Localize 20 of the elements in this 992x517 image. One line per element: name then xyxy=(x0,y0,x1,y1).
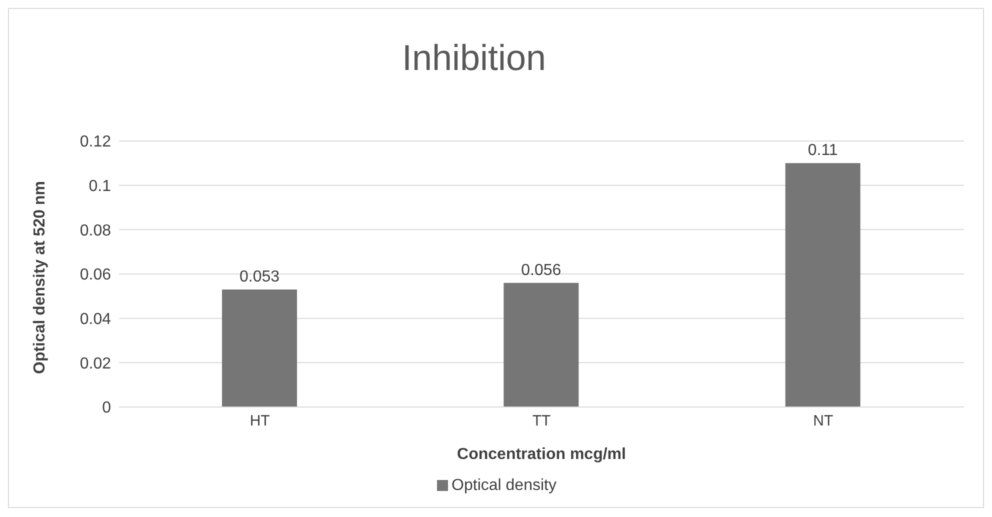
legend-label: Optical density xyxy=(452,477,556,494)
bar xyxy=(222,290,297,407)
x-axis-title: Concentration mcg/ml xyxy=(457,446,626,463)
bar xyxy=(504,282,579,407)
data-label: 0.11 xyxy=(808,142,838,160)
y-tick-label: 0.02 xyxy=(80,355,112,372)
y-tick-label: 0.1 xyxy=(88,178,112,196)
data-label: 0.056 xyxy=(521,262,562,279)
y-tick-label: 0.08 xyxy=(80,222,112,240)
data-label: 0.053 xyxy=(239,268,280,286)
y-tick-label: 0.04 xyxy=(80,311,112,328)
x-tick-label: NT xyxy=(813,412,834,430)
x-tick-label: HT xyxy=(250,412,270,430)
y-axis-title: Optical density at 520 nm xyxy=(32,181,49,374)
y-tick-label: 0 xyxy=(102,400,112,417)
y-tick-label: 0.12 xyxy=(80,134,112,151)
x-tick-label: TT xyxy=(532,412,551,430)
chart-title: Inhibition xyxy=(400,37,548,79)
bar xyxy=(785,163,860,407)
y-tick-label: 0.06 xyxy=(80,266,112,284)
